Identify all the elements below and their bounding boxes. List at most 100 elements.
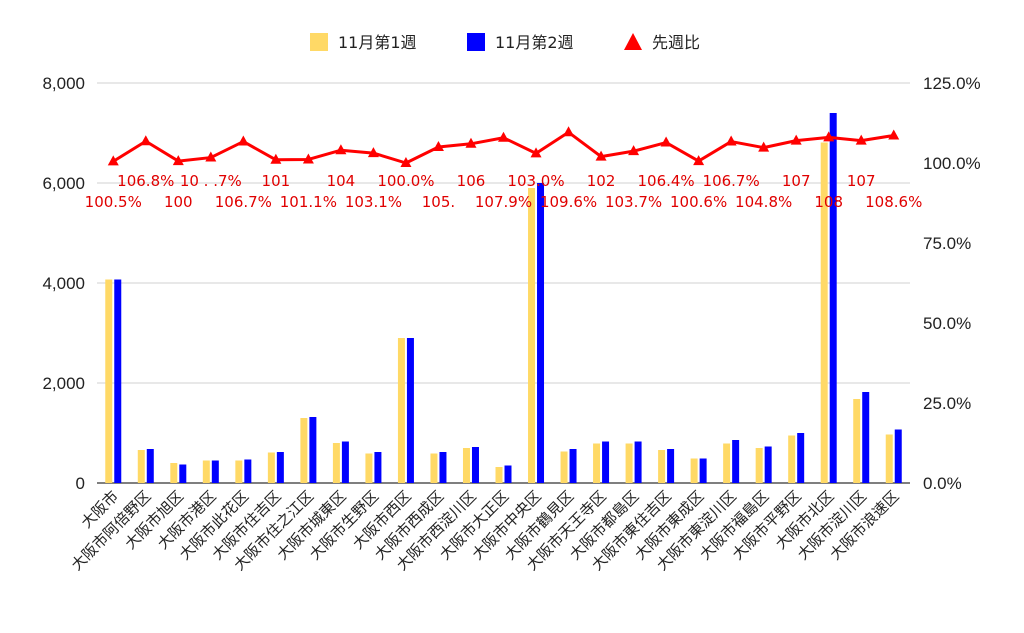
bar-week1: [755, 448, 763, 483]
bar-week1: [658, 450, 666, 483]
y-left-tick-label: 6,000: [42, 174, 85, 193]
ratio-data-label: 100.0%: [377, 172, 434, 190]
ratio-data-label: 104: [327, 172, 356, 190]
ratio-marker: [400, 157, 412, 167]
bar-week2: [374, 452, 382, 483]
ratio-data-label: 106.7%: [703, 172, 760, 190]
ratio-data-label: 103.0%: [507, 172, 564, 190]
ratio-data-label: 10 . .7%: [180, 172, 242, 190]
y-right-tick-label: 25.0%: [923, 394, 971, 413]
ratio-marker: [172, 155, 184, 166]
bar-week2: [211, 460, 219, 483]
y-right-tick-label: 0.0%: [923, 474, 962, 493]
bars: [105, 113, 902, 483]
ratio-data-label: 108.6%: [865, 193, 922, 211]
ratio-marker: [790, 134, 802, 145]
ratio-line-group: 100.5% 106.8% 100 10 . .7% 106.7% 101 101.1% 10…: [85, 126, 922, 211]
gridlines: [97, 82, 910, 484]
ratio-marker: [693, 155, 705, 166]
bar-week1: [430, 453, 438, 483]
ratio-data-label: 106.7%: [215, 193, 272, 211]
bar-week1: [593, 443, 601, 483]
ratio-data-label: 109.6%: [540, 193, 597, 211]
ratio-data-label: 102: [587, 172, 616, 190]
ratio-data-label: 100.5%: [85, 193, 142, 211]
ratio-marker: [432, 141, 444, 151]
y-right-tick-label: 50.0%: [923, 314, 971, 333]
ratio-marker: [595, 150, 607, 161]
bar-week1: [105, 279, 113, 483]
legend-swatch: [467, 33, 485, 51]
bar-week2: [634, 441, 642, 483]
bar-week1: [235, 460, 243, 483]
bar-week1: [723, 443, 731, 483]
bar-week1: [300, 418, 308, 483]
bar-week1: [170, 463, 178, 483]
ratio-data-label: 100: [164, 193, 193, 211]
bar-week2: [146, 449, 154, 483]
bar-week2: [114, 279, 122, 483]
ratio-marker: [758, 141, 770, 152]
legend-swatch: [624, 33, 642, 50]
bar-week1: [267, 452, 275, 483]
bar-week1: [788, 435, 796, 483]
bar-week1: [560, 451, 568, 483]
ratio-marker: [270, 153, 282, 164]
y-right-tick-label: 100.0%: [923, 154, 981, 173]
ratio-marker: [855, 134, 867, 145]
ratio-data-label: 107: [782, 172, 811, 190]
bar-week1: [397, 338, 405, 483]
bar-week2: [699, 458, 707, 483]
legend: 11月第1週 11月第2週 先週比: [310, 33, 700, 52]
y-right-tick-label: 125.0%: [923, 74, 981, 93]
y-left-tick-label: 4,000: [42, 274, 85, 293]
ratio-data-label: 103.7%: [605, 193, 662, 211]
bar-week1: [853, 399, 861, 483]
legend-label: 先週比: [652, 33, 700, 52]
ratio-marker: [205, 151, 217, 162]
bar-week1: [137, 450, 145, 483]
bar-week2: [732, 440, 740, 483]
ratio-marker: [823, 131, 835, 142]
ratio-data-label: 106.4%: [637, 172, 694, 190]
y-right-tick-label: 75.0%: [923, 234, 971, 253]
ratio-data-label: 106: [457, 172, 486, 190]
ratio-data-label: 103.1%: [345, 193, 402, 211]
ratio-marker: [465, 137, 477, 148]
ratio-marker: [563, 126, 575, 137]
ratio-marker: [530, 147, 542, 158]
bar-week2: [504, 465, 512, 483]
bar-week2: [537, 183, 545, 483]
bar-week2: [471, 447, 479, 483]
bar-week2: [406, 338, 414, 483]
ratio-marker: [367, 147, 379, 158]
ratio-data-label: 101.1%: [280, 193, 337, 211]
bar-week2: [244, 459, 252, 483]
bar-week1: [820, 142, 828, 483]
bar-week1: [462, 448, 470, 483]
bar-week2: [602, 441, 610, 483]
ratio-marker: [660, 136, 672, 147]
axes: 0 2,000 4,000 6,000 8,000 0.0% 25.0% 50.0% 75.0%…: [42, 74, 980, 574]
bar-week2: [797, 433, 805, 483]
bar-week1: [365, 453, 373, 483]
bar-week2: [569, 449, 577, 483]
bar-week2: [276, 452, 284, 483]
bar-week1: [690, 458, 698, 483]
bar-week1: [885, 434, 893, 483]
bar-week1: [332, 443, 340, 483]
bar-week1: [528, 188, 536, 483]
y-left-tick-label: 8,000: [42, 74, 85, 93]
ratio-marker: [335, 144, 347, 155]
bar-week2: [829, 113, 837, 483]
ratio-data-label: 104.8%: [735, 193, 792, 211]
bar-week2: [439, 452, 447, 483]
bar-week2: [764, 446, 772, 483]
ratio-data-label: 100.6%: [670, 193, 727, 211]
legend-label: 11月第1週: [338, 33, 417, 52]
bar-week2: [309, 417, 317, 483]
bar-week2: [862, 392, 870, 483]
y-left-tick-label: 2,000: [42, 374, 85, 393]
ratio-marker: [107, 155, 119, 166]
legend-swatch: [310, 33, 328, 51]
